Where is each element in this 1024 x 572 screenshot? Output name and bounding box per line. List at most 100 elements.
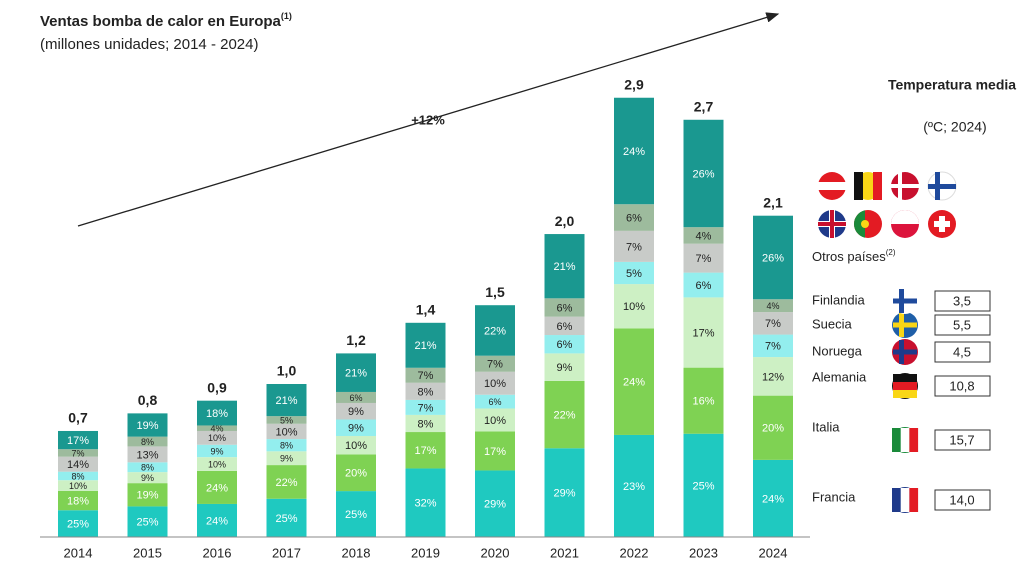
bar-segment [475,408,515,432]
segment-label: 17% [484,446,506,458]
segment-label: 8% [418,418,434,430]
segment-label: 5% [626,268,642,280]
bar-segment [544,234,585,299]
bar-segment [683,272,724,298]
bar-segment [336,454,376,492]
segment-label: 22% [484,325,506,337]
flags [818,171,957,238]
segment-label: 6% [557,321,573,333]
temp-value: 10,8 [949,378,974,393]
segment-label: 7% [418,370,434,382]
segment-label: 19% [136,490,158,502]
x-tick-label: 2015 [133,545,162,560]
segment-label: 4% [766,301,779,311]
bar-segment [544,380,585,449]
growth-arrow [77,12,780,227]
bar-segment [336,491,376,537]
segment-label: 6% [557,302,573,314]
segment-label: 6% [696,280,712,292]
segment-label: 10% [345,440,367,452]
bar-segment [266,439,307,452]
bar-segment [683,243,724,273]
flag-cross [899,340,904,364]
flag-stripe [893,390,917,398]
chart-subtitle: (millones unidades; 2014 - 2024) [40,36,258,53]
segment-label: 18% [67,495,89,507]
legend-label: Otros países(2) [812,248,896,264]
segment-label: 21% [275,395,297,407]
flag-stripe [900,428,910,452]
segment-label: 24% [206,482,228,494]
temp-box [934,290,991,312]
segment-label: 7% [765,341,781,353]
bar-segment [614,284,654,329]
bar-segment [475,394,515,409]
temp-title: Temperatura media [888,77,1016,93]
bar-segment [544,353,585,381]
segment-label: 20% [762,423,784,435]
segment-label: 24% [762,493,784,505]
segment-label: 6% [626,212,642,224]
segment-label: 7% [626,241,642,253]
flag-stripe [892,428,901,452]
temp-value: 14,0 [949,492,974,507]
x-tick-label: 2017 [272,545,301,560]
bar-segment [266,451,307,466]
bar-segment [614,261,654,285]
bar-segment [614,328,654,435]
segment-label: 32% [414,498,436,510]
bar-segment [683,433,724,537]
segment-label: 19% [136,420,158,432]
temp-value: 4,5 [953,344,971,359]
segment-label: 24% [623,146,645,158]
bar-segment [753,334,793,358]
temp-value: 5,5 [953,317,971,332]
bar-segment [197,457,237,471]
segment-label: 23% [623,481,645,493]
segment-label: 10% [275,426,297,438]
segment-label: 8% [141,463,154,473]
segment-label: 10% [484,415,506,427]
segment-label: 25% [692,480,714,492]
flag-cross [899,313,904,337]
flag-stripe [909,428,919,452]
segment-label: 10% [69,481,87,491]
segment-label: 9% [557,362,573,374]
segment-label: 6% [349,393,362,403]
segment-label: 8% [71,471,84,481]
x-tick-label: 2016 [203,545,232,560]
legend-label: Finlandia [812,292,866,307]
segment-label: 8% [141,437,154,447]
segment-label: 13% [136,449,158,461]
segment-label: 17% [67,435,89,447]
bar-segment [58,480,98,491]
bar-segment [475,371,515,395]
segment-label: 17% [414,445,436,457]
segment-label: 6% [488,397,501,407]
flag-stripe [893,382,917,390]
bar-segment [266,384,307,417]
bar-segment [405,468,446,537]
x-tick-label: 2022 [620,545,649,560]
bar-segment [58,456,98,472]
annotation: +12% [411,112,445,127]
segment-label: 9% [210,446,223,456]
bar-segment [753,357,793,396]
chart-title: Ventas bomba de calor en Europa(1) [40,11,292,30]
bar-segment [336,419,376,437]
bar-segment [197,425,237,431]
bar-segment [544,448,585,537]
total-label: 0,8 [138,392,158,408]
segment-label: 9% [348,423,364,435]
segment-label: 21% [345,368,367,380]
x-tick-label: 2023 [689,545,718,560]
segment-label: 9% [141,473,154,483]
bar-segment [336,391,376,403]
segment-label: 20% [345,468,367,480]
bar-segment [127,462,168,473]
bar-segment [683,297,724,368]
bar-segment [58,490,98,511]
x-tick-label: 2021 [550,545,579,560]
bar-segment [614,204,654,231]
bar-segment [266,498,307,537]
